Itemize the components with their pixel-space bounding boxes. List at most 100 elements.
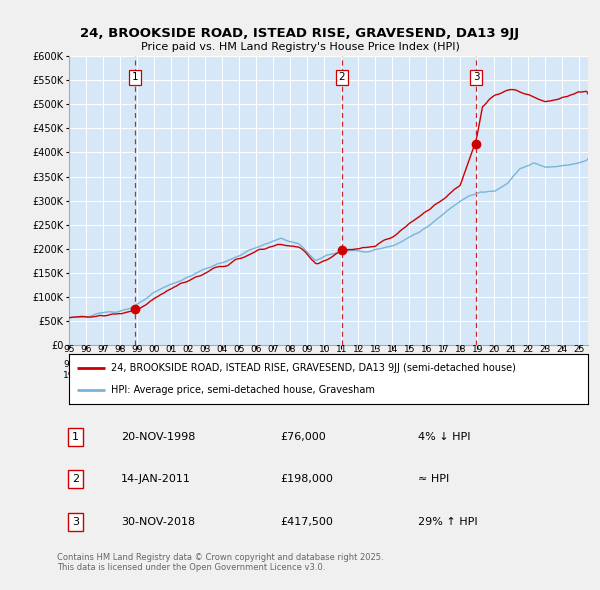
Text: 21: 21 [506, 360, 517, 369]
Text: 00: 00 [148, 374, 160, 383]
Text: 19: 19 [131, 371, 143, 380]
Text: 10: 10 [319, 374, 330, 383]
Text: 24, BROOKSIDE ROAD, ISTEAD RISE, GRAVESEND, DA13 9JJ (semi-detached house): 24, BROOKSIDE ROAD, ISTEAD RISE, GRAVESE… [110, 363, 515, 373]
Text: 97: 97 [97, 360, 109, 369]
Text: 24: 24 [557, 374, 568, 383]
Text: 20: 20 [540, 371, 551, 380]
Text: 98: 98 [114, 345, 126, 354]
Text: 20: 20 [166, 371, 177, 380]
Text: 20: 20 [489, 374, 500, 383]
Text: 01: 01 [166, 360, 177, 369]
Text: 23: 23 [540, 345, 551, 354]
Text: 18: 18 [455, 374, 466, 383]
Text: 09: 09 [301, 360, 313, 369]
Text: 4% ↓ HPI: 4% ↓ HPI [418, 432, 470, 442]
Text: 16: 16 [421, 374, 432, 383]
Text: 99: 99 [131, 360, 143, 369]
Text: 14: 14 [386, 345, 398, 354]
Text: 09: 09 [301, 345, 313, 354]
Text: 22: 22 [523, 345, 534, 354]
Text: 13: 13 [370, 345, 381, 354]
Text: 20: 20 [404, 371, 415, 380]
Text: 17: 17 [437, 360, 449, 369]
Text: 11: 11 [335, 345, 347, 354]
Text: 20: 20 [302, 371, 313, 380]
Text: 20: 20 [148, 386, 160, 395]
Text: £417,500: £417,500 [280, 517, 333, 527]
Text: 25: 25 [574, 345, 585, 354]
Text: 1: 1 [72, 432, 79, 442]
Text: 20: 20 [370, 371, 381, 380]
Text: 21: 21 [506, 345, 517, 354]
Text: 20: 20 [421, 386, 432, 395]
Text: 16: 16 [421, 345, 432, 354]
Text: 20: 20 [574, 371, 585, 380]
Text: 20: 20 [472, 371, 483, 380]
Text: HPI: Average price, semi-detached house, Gravesham: HPI: Average price, semi-detached house,… [110, 385, 374, 395]
Text: 20-NOV-1998: 20-NOV-1998 [121, 432, 195, 442]
Text: 14: 14 [386, 374, 398, 383]
Text: 20: 20 [182, 386, 194, 395]
Text: 20: 20 [268, 371, 279, 380]
Text: 19: 19 [80, 386, 92, 395]
Text: 19: 19 [472, 360, 483, 369]
Text: 06: 06 [250, 345, 262, 354]
Text: 19: 19 [114, 386, 126, 395]
Text: 20: 20 [455, 386, 466, 395]
Text: 20: 20 [217, 386, 228, 395]
Text: 3: 3 [72, 517, 79, 527]
Text: 17: 17 [437, 345, 449, 354]
Text: 02: 02 [182, 345, 194, 354]
Text: 20: 20 [506, 371, 517, 380]
Text: 19: 19 [97, 371, 109, 380]
Text: 24: 24 [557, 345, 568, 354]
Text: 12: 12 [353, 345, 364, 354]
Text: 05: 05 [233, 345, 245, 354]
Text: 20: 20 [386, 386, 398, 395]
Text: 18: 18 [455, 345, 466, 354]
Text: 07: 07 [268, 360, 279, 369]
Text: 13: 13 [370, 360, 381, 369]
Text: £198,000: £198,000 [280, 474, 333, 484]
Text: Price paid vs. HM Land Registry's House Price Index (HPI): Price paid vs. HM Land Registry's House … [140, 42, 460, 53]
Text: 1: 1 [132, 72, 139, 82]
Text: 96: 96 [80, 374, 92, 383]
Text: 20: 20 [489, 345, 500, 354]
Text: 08: 08 [284, 374, 296, 383]
Text: 14-JAN-2011: 14-JAN-2011 [121, 474, 191, 484]
Text: 03: 03 [199, 360, 211, 369]
Text: 20: 20 [353, 386, 364, 395]
Text: 19: 19 [472, 345, 483, 354]
Text: 12: 12 [353, 374, 364, 383]
Text: 20: 20 [284, 386, 296, 395]
Text: 03: 03 [199, 345, 211, 354]
Text: 22: 22 [523, 374, 534, 383]
Text: 20: 20 [489, 386, 500, 395]
Text: 99: 99 [131, 345, 143, 354]
Text: 20: 20 [199, 371, 211, 380]
Text: 15: 15 [404, 360, 415, 369]
Text: Contains HM Land Registry data © Crown copyright and database right 2025.
This d: Contains HM Land Registry data © Crown c… [57, 553, 383, 572]
Text: 24, BROOKSIDE ROAD, ISTEAD RISE, GRAVESEND, DA13 9JJ: 24, BROOKSIDE ROAD, ISTEAD RISE, GRAVESE… [80, 27, 520, 40]
Text: 19: 19 [63, 371, 75, 380]
Text: 00: 00 [148, 345, 160, 354]
Text: 25: 25 [574, 360, 585, 369]
Text: 23: 23 [540, 360, 551, 369]
Text: 3: 3 [473, 72, 479, 82]
Text: 29% ↑ HPI: 29% ↑ HPI [418, 517, 478, 527]
Text: 95: 95 [63, 360, 75, 369]
Text: 04: 04 [217, 345, 228, 354]
Text: 20: 20 [557, 386, 568, 395]
Text: 01: 01 [166, 345, 177, 354]
Text: 98: 98 [114, 374, 126, 383]
Text: 20: 20 [233, 371, 245, 380]
Text: 20: 20 [319, 386, 330, 395]
Text: 05: 05 [233, 360, 245, 369]
Text: 07: 07 [268, 345, 279, 354]
Text: 10: 10 [319, 345, 330, 354]
Text: ≈ HPI: ≈ HPI [418, 474, 449, 484]
Text: 20: 20 [250, 386, 262, 395]
Text: 97: 97 [97, 345, 109, 354]
Text: 06: 06 [250, 374, 262, 383]
Text: 2: 2 [72, 474, 79, 484]
